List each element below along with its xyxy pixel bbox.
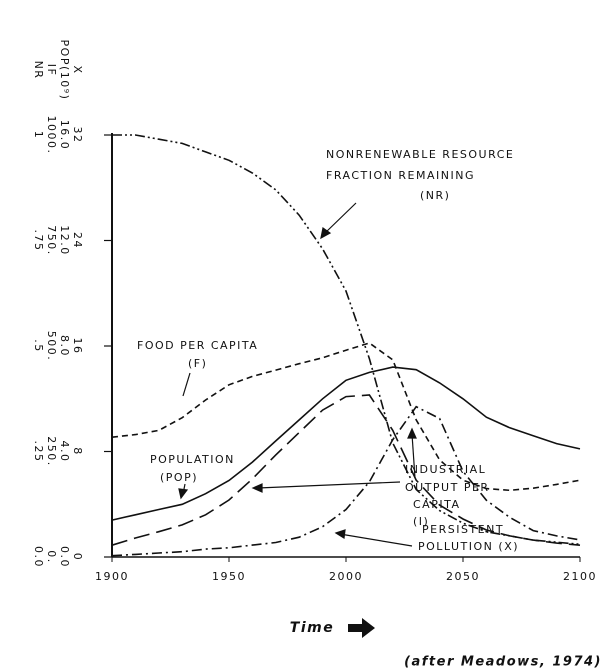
series-line: [111, 405, 581, 557]
annotation: FRACTION REMAINING: [326, 169, 475, 182]
arrow-head: [334, 529, 346, 540]
annotation: INDUSTRIAL: [405, 463, 486, 476]
arrow-head: [320, 226, 332, 240]
annotation: NONRENEWABLE RESOURCE: [326, 148, 514, 161]
y-tick-label: 1000.: [45, 116, 58, 155]
x-axis-label: Time: [290, 620, 334, 636]
annotation: (F): [188, 357, 207, 370]
series-line: [111, 342, 581, 492]
y-tick-label: 500.: [45, 331, 58, 362]
arrow: [257, 481, 401, 489]
arrow: [182, 372, 191, 397]
annotation: CAPITA: [413, 498, 460, 511]
x-tick-label: 2100: [563, 570, 597, 583]
annotation: POLLUTION (X): [418, 540, 519, 553]
y-tick-label: 8: [71, 447, 84, 456]
y-tick-label: 32: [71, 127, 84, 144]
x-tick-label: 1950: [212, 570, 246, 583]
annotation: PERSISTENT: [422, 523, 504, 536]
arrow: [411, 433, 416, 479]
y-tick-label: 1: [32, 131, 45, 140]
y-tick-label: 250.: [45, 436, 58, 467]
y-tick-label: 24: [71, 232, 84, 249]
annotation: (NR): [420, 189, 450, 202]
y-tick-label: 16: [71, 338, 84, 355]
x-tick-label: 2050: [446, 570, 480, 583]
arrow-head: [407, 427, 417, 439]
y-axis-title: NR: [32, 61, 45, 80]
y-tick-label: 0.: [45, 550, 58, 564]
credit: (after Meadows, 1974): [404, 655, 602, 670]
y-tick-label: .5: [32, 339, 45, 353]
series-line: [111, 366, 581, 521]
y-tick-label: .75: [32, 230, 45, 252]
y-tick-label: 12.0: [58, 225, 71, 256]
y-tick-label: .25: [32, 441, 45, 463]
annotation: OUTPUT PER: [405, 481, 490, 494]
y-tick-label: 4.0: [58, 441, 71, 463]
y-tick-label: 16.0: [58, 120, 71, 151]
annotation: FOOD PER CAPITA: [137, 339, 258, 352]
time-arrow: [348, 618, 375, 638]
y-tick-label: 750.: [45, 225, 58, 256]
series-line: [111, 394, 581, 546]
annotation: (POP): [160, 471, 198, 484]
arrow-head: [178, 488, 189, 500]
y-axis-title: POP(10⁹): [58, 40, 71, 101]
arrow: [339, 533, 413, 547]
y-axis-title: IF: [45, 64, 58, 77]
x-tick-label: 1900: [95, 570, 129, 583]
annotation: POPULATION: [150, 453, 235, 466]
y-tick-label: 0.0: [32, 546, 45, 568]
y-tick-label: 8.0: [58, 335, 71, 357]
annotation: (I): [413, 515, 429, 528]
arrow-head: [251, 483, 263, 493]
x-tick-label: 2000: [329, 570, 363, 583]
y-tick-label: 0.0: [58, 546, 71, 568]
annotation-arrows: [178, 202, 417, 547]
arrow: [323, 202, 357, 235]
y-axis-title: X: [71, 65, 84, 74]
y-tick-label: 0: [71, 553, 84, 562]
series-line: [112, 134, 581, 546]
